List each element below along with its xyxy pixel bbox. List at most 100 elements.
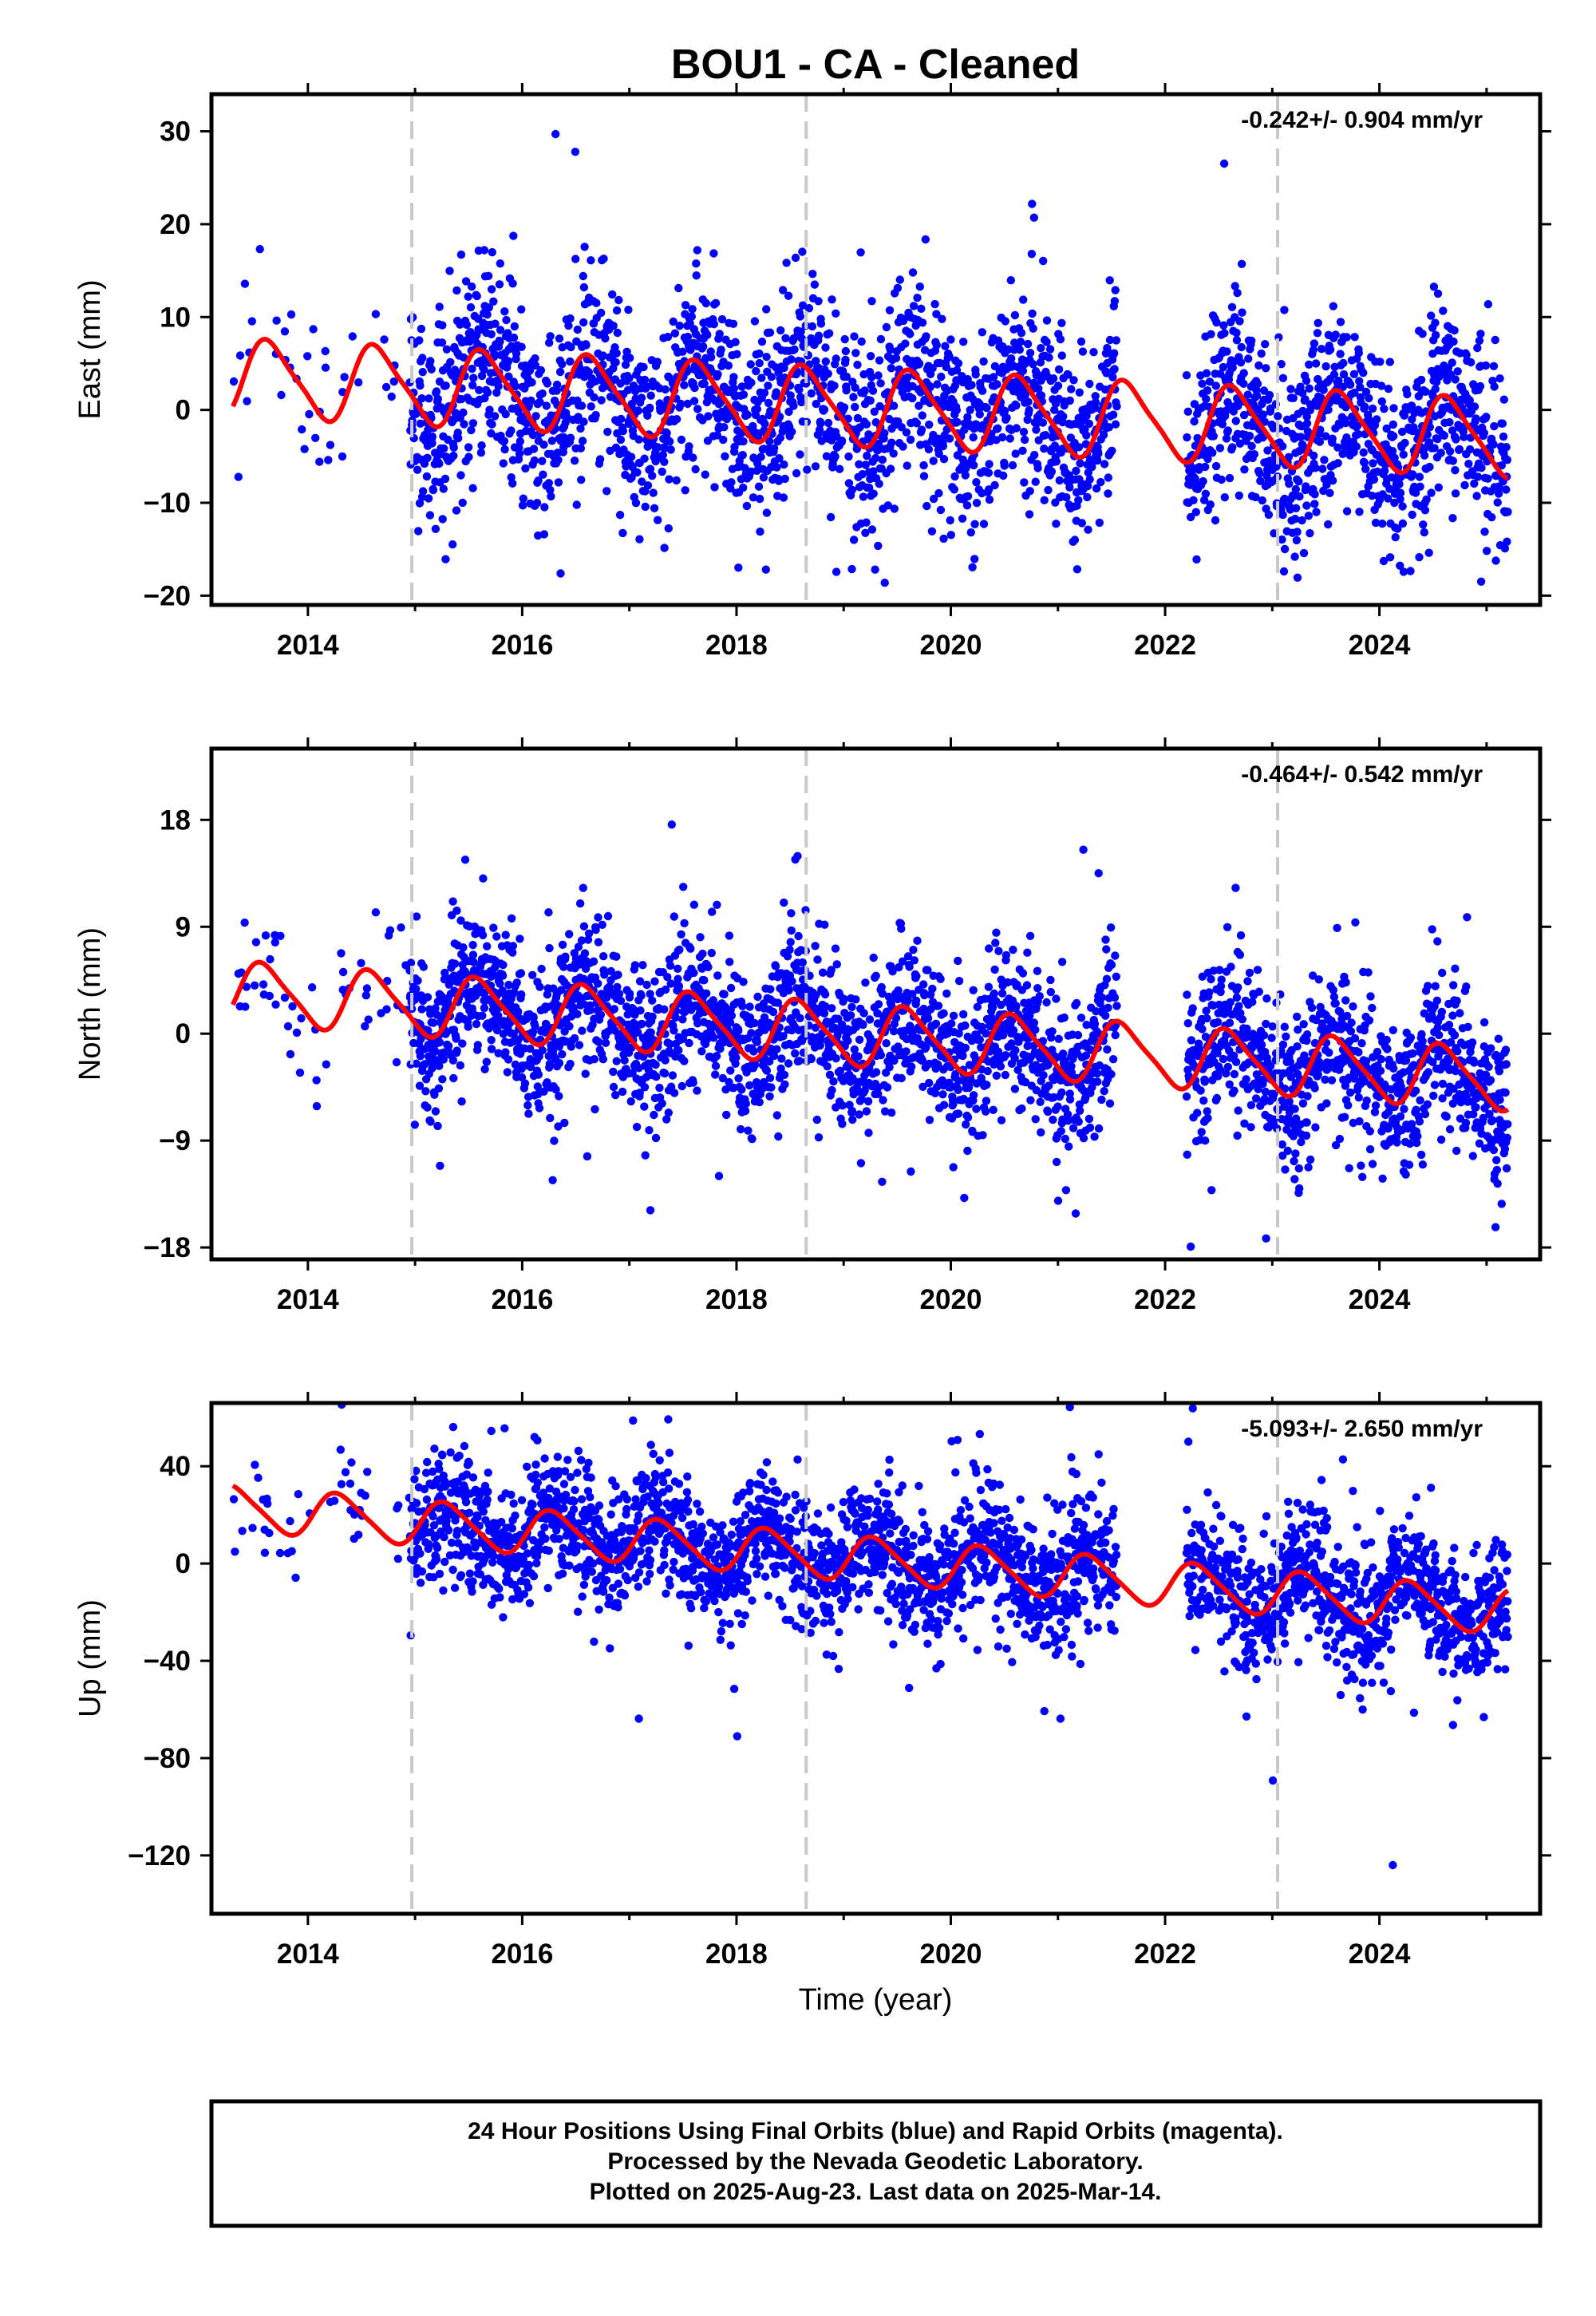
data-point (641, 502, 650, 512)
data-point (534, 1070, 543, 1079)
data-point (1094, 1124, 1104, 1133)
data-point (485, 405, 494, 414)
data-point (548, 1176, 557, 1185)
data-point (496, 979, 504, 988)
data-point (929, 494, 938, 504)
data-point (1065, 1142, 1073, 1151)
data-point (1298, 516, 1306, 525)
data-point (1293, 528, 1302, 536)
data-point (544, 479, 553, 488)
data-point (1040, 496, 1049, 504)
data-point (982, 1107, 990, 1116)
data-point (989, 373, 998, 381)
data-point (457, 1097, 466, 1106)
data-point (1028, 200, 1037, 208)
data-point (1352, 442, 1361, 451)
data-point (326, 441, 335, 449)
data-point (885, 1063, 894, 1072)
data-point (438, 515, 447, 524)
data-point (992, 1071, 1001, 1081)
data-point (701, 470, 709, 479)
data-point (1069, 1124, 1078, 1132)
data-point (1356, 383, 1365, 392)
data-point (984, 982, 994, 991)
data-point (1435, 372, 1444, 381)
data-point (909, 302, 918, 310)
data-point (1046, 975, 1055, 985)
data-point (501, 931, 510, 939)
data-point (1418, 330, 1427, 338)
data-point (431, 1004, 440, 1013)
data-point (939, 1101, 949, 1109)
data-point (456, 1061, 464, 1070)
data-point (464, 453, 473, 461)
data-point (500, 307, 509, 316)
data-point (926, 1005, 935, 1014)
data-point (1487, 513, 1496, 522)
data-point (993, 380, 1001, 389)
data-point (1097, 1095, 1106, 1105)
data-point (538, 389, 547, 398)
data-point (645, 1126, 654, 1135)
data-point (480, 365, 488, 374)
data-point (1476, 577, 1486, 586)
data-point (1408, 415, 1416, 424)
data-point (923, 1014, 933, 1023)
data-point (467, 425, 476, 435)
data-point (855, 423, 864, 432)
data-point (596, 1010, 606, 1019)
data-point (1203, 1113, 1212, 1123)
data-point (1439, 306, 1448, 315)
data-point (1302, 501, 1311, 510)
data-point (468, 419, 478, 428)
data-point (502, 315, 511, 325)
data-point (814, 297, 823, 306)
data-point (1470, 402, 1479, 411)
data-point (716, 1044, 725, 1053)
data-point (757, 338, 767, 346)
data-point (512, 349, 521, 358)
data-point (567, 342, 575, 352)
data-point (862, 518, 871, 527)
data-point (483, 388, 492, 397)
data-point (461, 277, 471, 286)
data-point (478, 931, 488, 940)
data-point (709, 249, 718, 258)
data-point (499, 1030, 508, 1038)
data-point (824, 370, 833, 378)
data-point (786, 391, 795, 400)
data-point (643, 481, 653, 490)
data-point (738, 451, 747, 460)
data-point (1010, 1085, 1020, 1093)
data-point (1232, 336, 1242, 345)
data-point (579, 922, 589, 931)
data-point (1024, 397, 1033, 406)
data-point (1311, 464, 1320, 472)
data-point (1237, 342, 1246, 352)
data-points (234, 820, 1512, 1251)
data-point (298, 425, 306, 434)
data-point (787, 909, 796, 918)
data-point (1427, 311, 1436, 320)
data-point (978, 328, 987, 337)
data-point (883, 1083, 892, 1092)
data-point (435, 302, 444, 311)
data-point (646, 403, 654, 413)
data-point (828, 1004, 836, 1013)
data-point (483, 310, 492, 319)
data-point (1342, 507, 1352, 516)
data-point (1384, 385, 1393, 393)
data-point (631, 499, 641, 508)
data-point (1480, 528, 1489, 536)
data-point (670, 912, 678, 921)
data-point (1385, 720, 1393, 728)
data-point (767, 373, 776, 381)
data-point (1263, 446, 1272, 455)
data-point (338, 967, 348, 977)
data-point (825, 1070, 835, 1080)
data-point (441, 381, 450, 390)
data-point (747, 1029, 756, 1037)
data-point (1062, 493, 1071, 502)
data-point (621, 360, 630, 370)
data-point (1211, 381, 1221, 390)
